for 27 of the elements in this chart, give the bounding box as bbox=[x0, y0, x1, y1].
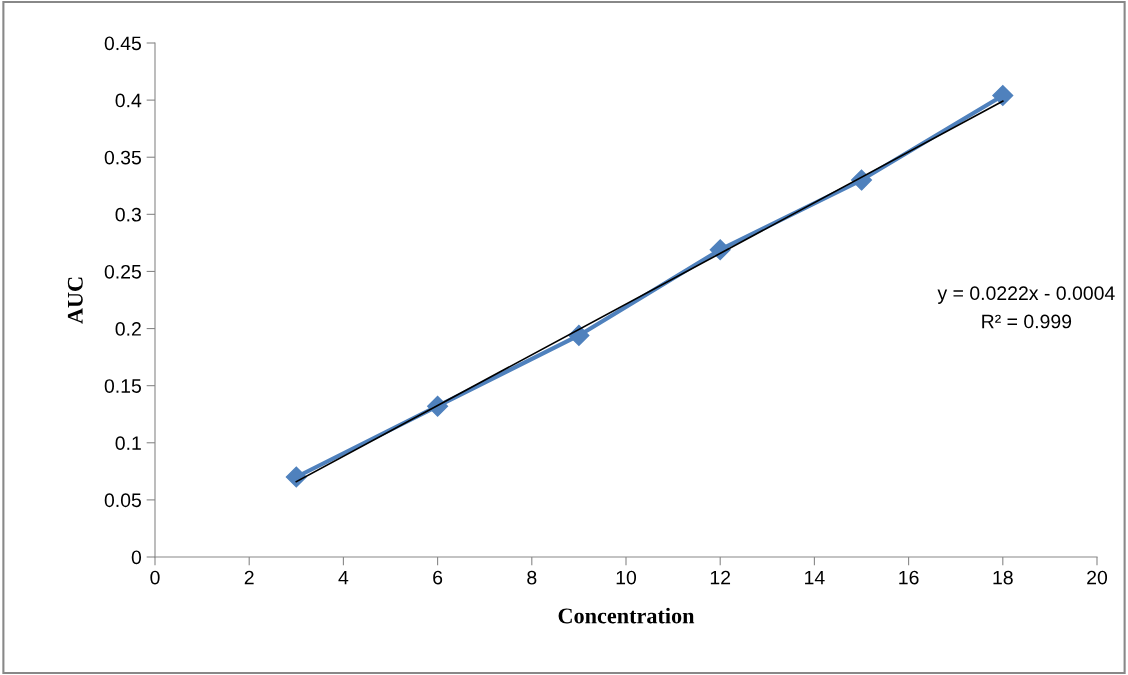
annotation: y = 0.0222x - 0.0004 bbox=[937, 286, 1115, 304]
x-tick-label: 14 bbox=[805, 570, 825, 585]
x-tick-label: 2 bbox=[244, 570, 254, 585]
x-tick-label: 4 bbox=[338, 570, 349, 585]
y-tick-label: 0.15 bbox=[104, 379, 141, 393]
annotation: R² = 0.999 bbox=[982, 314, 1072, 329]
y-tick-label: 0.3 bbox=[115, 207, 141, 222]
point bbox=[992, 85, 1014, 107]
x-axis-title: Concentration bbox=[558, 607, 695, 624]
x-tick-label: 6 bbox=[433, 570, 443, 585]
x-tick-label: 10 bbox=[616, 570, 637, 585]
x-tick-label: 20 bbox=[1087, 570, 1108, 585]
y-axis-title: AUC bbox=[67, 277, 83, 324]
x-tick-label: 18 bbox=[993, 570, 1013, 585]
x-tick-label: 0 bbox=[150, 570, 160, 585]
y-tick-label: 0.25 bbox=[104, 264, 141, 279]
y-tick-label: 0.2 bbox=[115, 322, 141, 336]
x-tick-label: 12 bbox=[710, 570, 731, 585]
y-tick-label: 0 bbox=[131, 550, 142, 565]
y-tick-label: 0.4 bbox=[115, 93, 142, 108]
x-tick-label: 8 bbox=[527, 570, 537, 585]
y-tick-label: 0.45 bbox=[104, 36, 141, 51]
y-tick-label: 0.35 bbox=[104, 150, 141, 165]
y-tick-label: 0.05 bbox=[104, 493, 141, 508]
point bbox=[285, 466, 307, 488]
x-tick-label: 16 bbox=[899, 570, 919, 585]
y-tick-label: 0.1 bbox=[115, 436, 141, 451]
